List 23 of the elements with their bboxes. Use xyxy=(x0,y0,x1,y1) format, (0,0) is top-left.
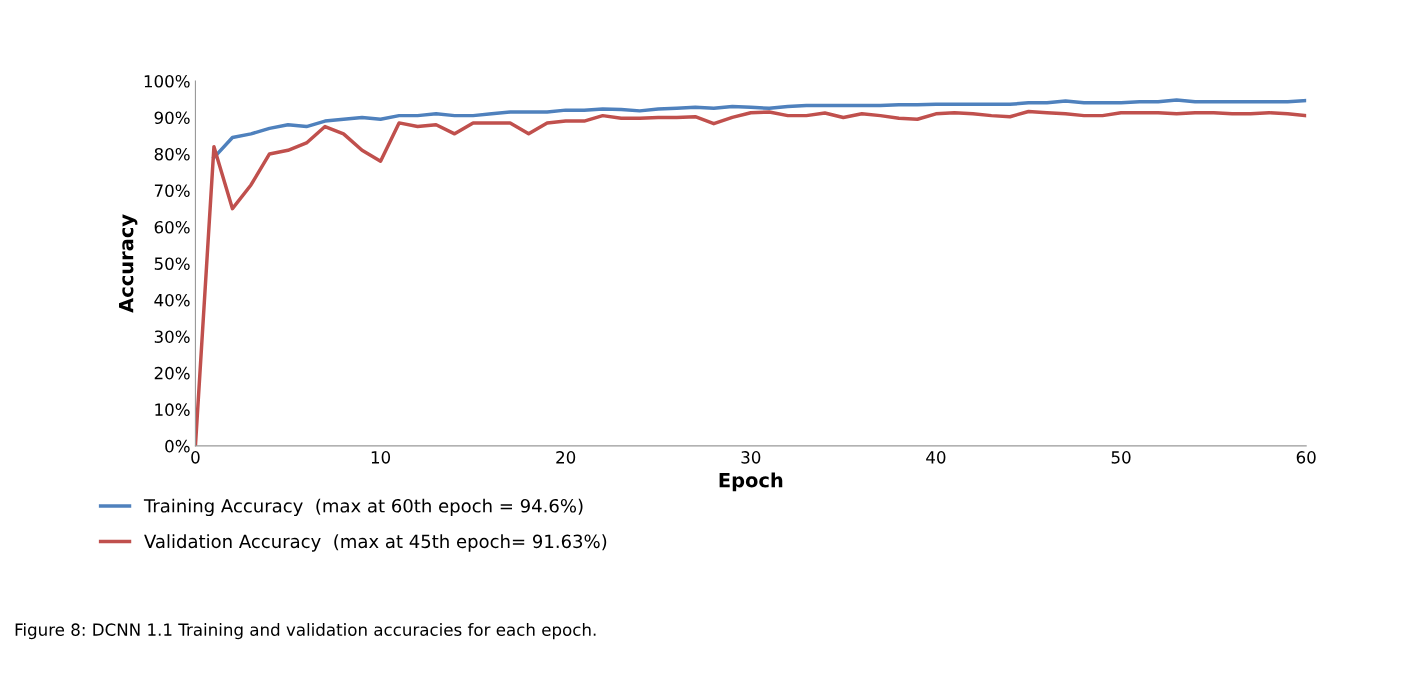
y-tick-label: 100% xyxy=(144,74,190,88)
y-tick-label: 40% xyxy=(154,293,190,307)
x-tick-label: 10 xyxy=(371,451,391,464)
y-tick-label: 70% xyxy=(154,184,190,197)
y-tick-label: 20% xyxy=(154,366,190,380)
x-tick-label: 20 xyxy=(556,451,576,464)
x-tick-label: 30 xyxy=(741,451,761,464)
x-tick-label: 40 xyxy=(926,451,946,464)
x-tick-label: 50 xyxy=(1111,451,1131,464)
y-tick-label: 50% xyxy=(154,257,190,270)
legend-label: Training Accuracy (max at 60th epoch = 94.6%) xyxy=(143,498,583,517)
x-axis-title: Epoch xyxy=(719,472,783,492)
y-tick-label: 0% xyxy=(165,439,190,453)
y-tick-label: 10% xyxy=(155,403,190,416)
y-tick-label: 60% xyxy=(154,220,190,234)
x-tick-label: 0 xyxy=(191,451,200,464)
legend-label: Validation Accuracy (max at 45th epoch= 91.63%) xyxy=(144,534,607,552)
x-tick-label: 60 xyxy=(1296,451,1316,464)
y-tick-label: 30% xyxy=(154,330,190,343)
caption: Figure 8: DCNN 1.1 Training and validation accuracies for each epoch. xyxy=(15,623,596,640)
y-axis-title: Accuracy xyxy=(119,214,138,313)
y-tick-label: 90% xyxy=(154,111,190,125)
y-tick-label: 80% xyxy=(154,147,190,161)
